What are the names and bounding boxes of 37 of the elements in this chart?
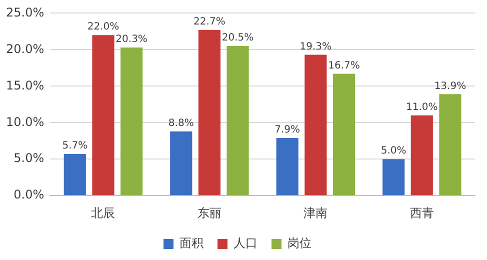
x-tick-label: 北辰 <box>91 206 116 220</box>
data-label: 20.5% <box>222 32 254 44</box>
data-label: 19.3% <box>300 41 332 52</box>
bar <box>439 94 462 196</box>
data-label: 11.0% <box>406 102 438 113</box>
data-label: 22.7% <box>194 16 226 28</box>
x-tick-label: 津南 <box>304 206 328 220</box>
legend-label: 岗位 <box>288 236 312 250</box>
bar <box>170 131 192 196</box>
y-tick-label: 0.0% <box>14 188 44 202</box>
y-tick-label: 5.0% <box>14 151 44 166</box>
y-tick-label: 25.0% <box>6 5 44 20</box>
bar <box>304 54 327 196</box>
legend-label: 面积 <box>180 236 204 250</box>
y-tick-label: 15.0% <box>6 78 44 92</box>
bar <box>410 115 433 196</box>
y-tick-label: 20.0% <box>6 42 44 56</box>
data-label: 8.8% <box>168 118 194 129</box>
bar <box>382 159 405 196</box>
data-label: 20.3% <box>116 34 148 46</box>
bar <box>276 138 298 196</box>
bar <box>198 30 220 196</box>
data-label: 5.7% <box>62 140 88 152</box>
bar <box>226 46 249 196</box>
bar <box>64 154 86 196</box>
bar <box>332 74 356 196</box>
bar <box>92 35 114 196</box>
data-label: 16.7% <box>328 60 360 72</box>
y-tick-label: 10.0% <box>6 114 44 129</box>
bar <box>120 47 143 196</box>
data-label: 22.0% <box>87 22 120 33</box>
data-label: 13.9% <box>434 80 466 92</box>
data-label: 5.0% <box>380 146 406 157</box>
data-label: 7.9% <box>274 124 300 136</box>
legend-label: 人口 <box>234 236 258 250</box>
x-tick-label: 西青 <box>410 206 434 220</box>
x-tick-label: 东丽 <box>197 206 222 220</box>
